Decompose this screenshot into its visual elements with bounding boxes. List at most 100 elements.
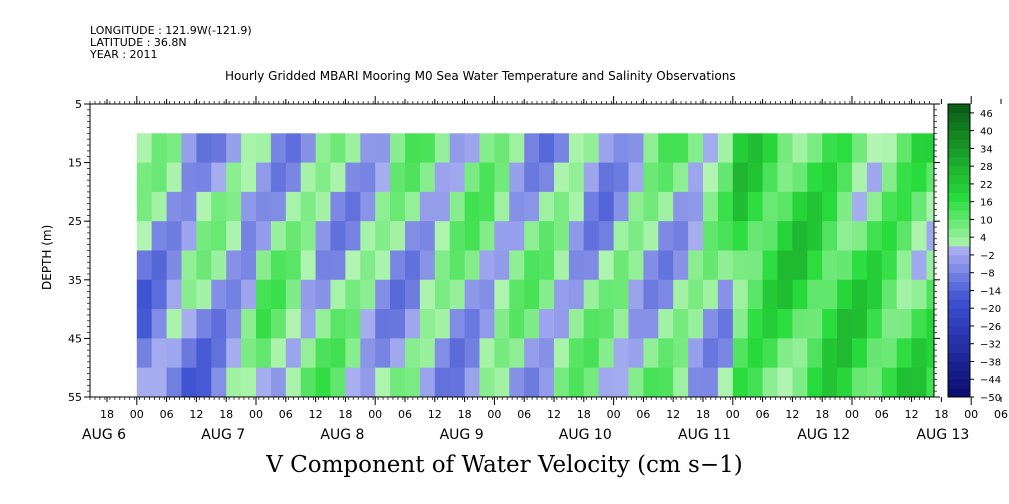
x-day-label: AUG 6 xyxy=(82,427,126,443)
heatmap-cell xyxy=(270,250,287,281)
heatmap-cell xyxy=(300,338,316,369)
colorbar-segment xyxy=(948,379,970,389)
heatmap-cell xyxy=(926,162,935,193)
colorbar-label: 10 xyxy=(980,215,993,226)
heatmap-cell xyxy=(613,279,629,310)
heatmap-cell xyxy=(554,367,570,398)
heatmap-cell xyxy=(613,250,629,281)
heatmap-cell xyxy=(554,279,570,310)
heatmap-cell xyxy=(852,133,868,163)
heatmap-cell xyxy=(405,367,421,398)
heatmap-cell xyxy=(434,338,451,369)
x-hour-label: 00 xyxy=(726,408,740,421)
colorbar-segment xyxy=(948,281,970,291)
heatmap-cell xyxy=(434,191,451,222)
heatmap-cell xyxy=(300,162,316,193)
heatmap-cell xyxy=(330,162,346,193)
x-hour-label: 00 xyxy=(964,408,978,421)
heatmap-cell xyxy=(837,191,853,222)
heatmap-cell xyxy=(345,279,361,310)
colorbar-segment xyxy=(948,290,970,300)
heatmap-cell xyxy=(866,250,883,281)
heatmap-cell xyxy=(360,191,376,222)
heatmap-cell xyxy=(479,279,495,310)
heatmap-cell xyxy=(539,309,555,339)
x-hour-label: 00 xyxy=(368,408,382,421)
heatmap-cell xyxy=(479,191,495,222)
colorbar-segment xyxy=(948,263,970,273)
heatmap-cell xyxy=(256,133,272,163)
heatmap-cell xyxy=(881,191,898,222)
heatmap-cell xyxy=(241,162,257,193)
heatmap-cell xyxy=(136,221,153,251)
x-hour-label: 18 xyxy=(577,408,591,421)
heatmap-cell xyxy=(732,367,749,398)
heatmap-cell xyxy=(241,250,257,281)
heatmap-cell xyxy=(434,162,451,193)
heatmap-cell xyxy=(926,191,935,222)
heatmap-cell xyxy=(688,162,704,193)
x-hour-label: 12 xyxy=(905,408,919,421)
x-day-label: AUG 7 xyxy=(201,427,245,443)
heatmap-cell xyxy=(762,279,778,310)
heatmap-cell xyxy=(405,221,421,251)
heatmap-cell xyxy=(568,133,585,163)
heatmap-cell xyxy=(583,367,600,398)
heatmap-cell xyxy=(568,162,585,193)
heatmap-cell xyxy=(688,309,704,339)
heatmap-cell xyxy=(509,221,525,251)
colorbar-label: 4 xyxy=(980,233,986,244)
heatmap-cell xyxy=(822,191,838,222)
heatmap-cell xyxy=(270,162,287,193)
heatmap-cell xyxy=(330,133,346,163)
heatmap-cell xyxy=(181,250,197,281)
heatmap-cell xyxy=(285,250,302,281)
heatmap-cell xyxy=(554,133,570,163)
heatmap-cell xyxy=(300,367,316,398)
heatmap-cell xyxy=(211,367,227,398)
heatmap-cell xyxy=(792,133,808,163)
heatmap-cell xyxy=(598,367,614,398)
heatmap-cell xyxy=(419,309,436,339)
colorbar-segment xyxy=(948,334,970,345)
colorbar-label: −14 xyxy=(980,286,1001,297)
colorbar-segment xyxy=(948,299,970,309)
heatmap-cell xyxy=(703,133,719,163)
heatmap-cell xyxy=(524,309,540,339)
heatmap-cell xyxy=(136,133,153,163)
heatmap-cell xyxy=(539,191,555,222)
heatmap-cell xyxy=(583,250,600,281)
heatmap-cell xyxy=(196,338,212,369)
heatmap-cell xyxy=(360,221,376,251)
heatmap-cell xyxy=(196,162,212,193)
heatmap-cell xyxy=(315,133,331,163)
colorbar-frame xyxy=(947,103,971,398)
heatmap-cell xyxy=(896,338,912,369)
x-day-label: AUG 8 xyxy=(320,427,364,443)
x-hour-label: 18 xyxy=(458,408,472,421)
heatmap-cell xyxy=(151,309,167,339)
x-hour-label: 12 xyxy=(547,408,561,421)
heatmap-cell xyxy=(449,309,465,339)
heatmap-cell xyxy=(717,250,734,281)
colorbar-segment xyxy=(948,219,970,229)
heatmap-cell xyxy=(256,250,272,281)
heatmap-cell xyxy=(643,309,659,339)
heatmap-cell xyxy=(658,221,674,251)
heatmap-cell xyxy=(628,191,644,222)
heatmap-cell xyxy=(583,279,600,310)
heatmap-cell xyxy=(256,367,272,398)
colorbar-label: 40 xyxy=(980,127,993,138)
heatmap-cell xyxy=(792,279,808,310)
heatmap-cell xyxy=(852,191,868,222)
colorbar-segment xyxy=(948,325,970,336)
heatmap-cell xyxy=(405,250,421,281)
heatmap-cell xyxy=(926,309,935,339)
heatmap-cell xyxy=(375,133,391,163)
heatmap-cell xyxy=(360,367,376,398)
heatmap-cell xyxy=(285,162,302,193)
heatmap-cell xyxy=(568,309,585,339)
heatmap-cell xyxy=(762,250,778,281)
heatmap-cell xyxy=(911,191,927,222)
heatmap-cell xyxy=(688,279,704,310)
